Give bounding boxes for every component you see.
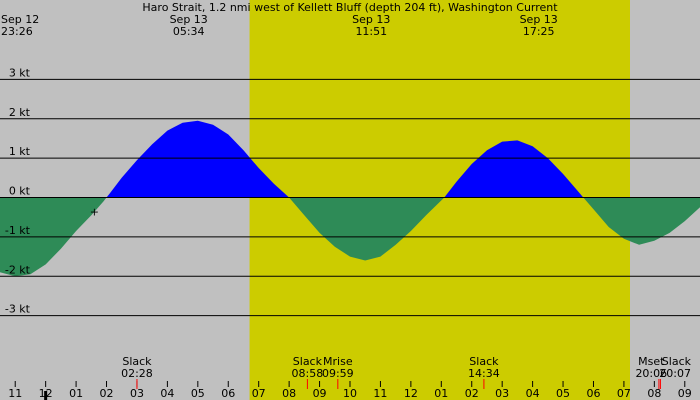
- event-label: Mrise: [323, 355, 353, 368]
- x-tick-label: 02: [465, 387, 479, 400]
- x-tick-label: 11: [8, 387, 22, 400]
- x-tick-label: 12: [404, 387, 418, 400]
- gridlines: [0, 78, 700, 317]
- y-tick-label: -1 kt: [5, 224, 31, 237]
- y-tick-label: 0 kt: [9, 185, 31, 198]
- flood-area: [106, 120, 290, 198]
- event-label: Slack: [662, 355, 692, 368]
- event-labels: Slack02:28Slack08:58Mrise09:59Slack14:34…: [121, 355, 692, 380]
- top-time-label: 05:34: [173, 25, 205, 38]
- event-time-label: 09:59: [322, 367, 354, 380]
- current-position-marker: +: [90, 205, 99, 218]
- y-tick-label: 3 kt: [9, 66, 31, 79]
- y-tick-label: 2 kt: [9, 106, 31, 119]
- x-tick-label: 05: [556, 387, 570, 400]
- event-time-label: 20:06: [635, 367, 667, 380]
- x-tick-label: 01: [434, 387, 448, 400]
- event-time-label: 02:28: [121, 367, 153, 380]
- y-tick-label: 1 kt: [9, 145, 31, 158]
- x-tick-label: 04: [160, 387, 174, 400]
- event-label: Slack: [293, 355, 323, 368]
- x-tick-label: 07: [617, 387, 631, 400]
- top-date-label: Sep 13: [352, 13, 390, 26]
- event-label: Slack: [469, 355, 499, 368]
- event-time-label: 08:58: [292, 367, 324, 380]
- x-tick-label: 10: [343, 387, 357, 400]
- x-tick-label: 03: [130, 387, 144, 400]
- y-tick-label: -2 kt: [5, 263, 31, 276]
- y-tick-label: -3 kt: [5, 303, 31, 316]
- x-tick-label: 04: [526, 387, 540, 400]
- event-time-label: 14:34: [468, 367, 500, 380]
- noon-tick: [44, 391, 48, 400]
- x-tick-label: 08: [282, 387, 296, 400]
- event-time-label: 20:07: [659, 367, 691, 380]
- x-tick-label: 03: [495, 387, 509, 400]
- top-date-label: Sep 12: [1, 13, 39, 26]
- x-tick-label: 11: [373, 387, 387, 400]
- y-tick-labels: 3 kt 2 kt 1 kt 0 kt -1 kt -2 kt -3 kt: [5, 66, 31, 315]
- x-tick-label: 07: [252, 387, 266, 400]
- top-time-label: 17:25: [523, 25, 555, 38]
- x-axis-ticks: 1112010203040506070809101112010203040506…: [8, 379, 692, 400]
- top-time-label: 11:51: [355, 25, 387, 38]
- x-tick-label: 09: [678, 387, 692, 400]
- event-label: Slack: [122, 355, 152, 368]
- top-time-label: 23:26: [1, 25, 33, 38]
- x-tick-label: 08: [647, 387, 661, 400]
- x-tick-label: 05: [191, 387, 205, 400]
- top-date-label: Sep 13: [170, 13, 208, 26]
- chart-title: Haro Strait, 1.2 nmi west of Kellett Blu…: [142, 1, 558, 14]
- event-label: Mset: [638, 355, 665, 368]
- ebb-area: [583, 197, 700, 245]
- x-tick-label: 01: [69, 387, 83, 400]
- x-tick-label: 09: [313, 387, 327, 400]
- ebb-area: [289, 197, 445, 261]
- top-date-label: Sep 13: [520, 13, 558, 26]
- x-tick-label: 02: [100, 387, 114, 400]
- flood-area: [444, 140, 584, 198]
- x-tick-label: 06: [221, 387, 235, 400]
- x-tick-label: 06: [586, 387, 600, 400]
